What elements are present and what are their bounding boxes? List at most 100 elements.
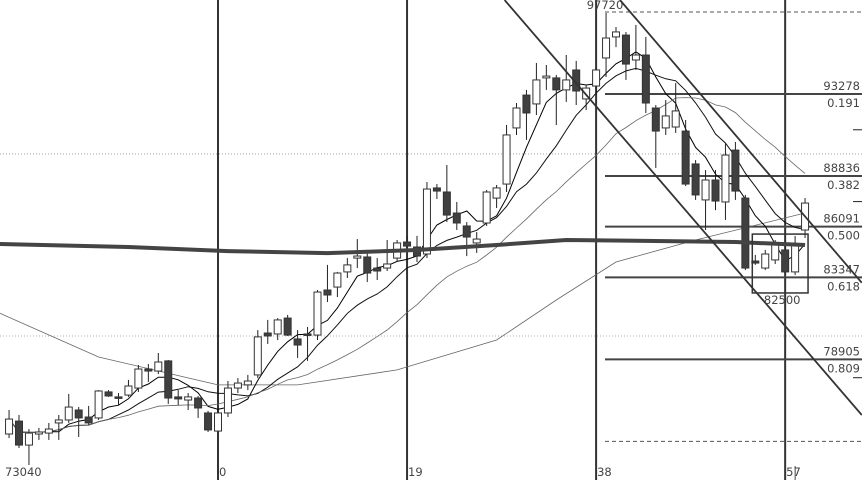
candle-body-up: [243, 380, 252, 386]
fib-ratio-label: 0.191: [827, 96, 860, 110]
candle-body-down: [15, 420, 23, 446]
candle: [184, 393, 193, 411]
candle-body-up: [34, 431, 43, 435]
candle-body-up: [353, 255, 362, 259]
candle-body-up: [602, 37, 611, 59]
candle: [721, 143, 730, 221]
candle: [363, 249, 372, 283]
candle-body-up: [422, 188, 431, 255]
candle-body-down: [691, 163, 700, 196]
candle-body-up: [383, 263, 392, 269]
candle-body-down: [303, 333, 312, 336]
candle: [74, 407, 83, 437]
x-axis-label: 73040: [5, 465, 42, 479]
candle: [681, 119, 690, 187]
candle: [502, 124, 511, 192]
candle: [472, 232, 481, 253]
candle-body-up: [154, 361, 163, 372]
candle: [661, 100, 670, 135]
candle-body-up: [5, 418, 14, 435]
candle-body-up: [313, 291, 322, 336]
candle: [383, 239, 392, 271]
candle: [263, 319, 272, 344]
fib-ratio-label: 0.382: [827, 178, 860, 192]
candle-body-down: [641, 54, 650, 104]
candle-body-up: [771, 244, 780, 261]
candle: [253, 330, 262, 379]
candle-body-up: [253, 336, 262, 376]
candle-body-down: [114, 396, 123, 399]
candle-body-up: [94, 390, 103, 419]
candle: [134, 364, 143, 392]
candle-body-up: [671, 110, 680, 128]
candle-body-up: [612, 31, 620, 38]
candle-body-up: [661, 115, 670, 129]
candle: [532, 62, 541, 116]
candle-body-up: [532, 79, 541, 105]
fib-price-label: 78905: [823, 344, 860, 358]
candle-body-down: [263, 332, 272, 337]
candle-body-down: [741, 197, 750, 269]
candle: [761, 249, 770, 271]
candle: [5, 410, 14, 439]
candle: [233, 378, 242, 394]
candle: [701, 170, 710, 231]
candle: [144, 364, 153, 382]
candle: [114, 393, 123, 406]
candle: [204, 410, 213, 432]
candle-body-up: [273, 319, 282, 335]
candle: [283, 314, 292, 336]
x-axis-label: 38: [597, 465, 612, 479]
candle-body-down: [432, 187, 441, 192]
candle: [462, 222, 471, 257]
candle: [94, 390, 103, 420]
candle-body-down: [621, 34, 630, 65]
candle-body-up: [562, 79, 571, 91]
candle-body-up: [512, 107, 521, 129]
candle: [482, 189, 491, 226]
candle: [512, 103, 521, 135]
candle: [313, 290, 322, 341]
candle: [303, 326, 312, 361]
trend-channel-line: [503, 0, 862, 416]
candle-body-up: [721, 154, 730, 203]
candle-body-down: [323, 289, 332, 296]
candle-body-down: [164, 360, 173, 399]
candle: [671, 83, 680, 133]
candle-body-up: [214, 412, 222, 432]
candle: [34, 427, 43, 440]
candle-body-down: [442, 191, 451, 216]
candle: [791, 235, 800, 276]
candle: [492, 184, 501, 209]
candle: [442, 165, 451, 223]
candle-body-up: [631, 54, 640, 61]
candle-body-up: [791, 244, 800, 273]
candle-body-down: [711, 179, 720, 202]
candle-body-up: [44, 428, 53, 434]
candle-body-down: [373, 267, 382, 272]
high-price-label: 97720: [587, 0, 624, 12]
candle: [154, 352, 163, 375]
candle: [243, 374, 252, 391]
range-box: [751, 233, 809, 294]
candle: [452, 201, 461, 231]
candle: [343, 258, 352, 279]
candle: [293, 330, 302, 358]
candle: [124, 379, 133, 397]
candle-body-up: [223, 387, 232, 414]
candle: [691, 160, 700, 200]
candle: [194, 395, 203, 418]
candle-body-up: [333, 272, 342, 288]
candle-body-up: [492, 187, 501, 199]
candle-body-up: [542, 75, 551, 79]
candle: [621, 31, 630, 80]
x-axis-label: 0: [219, 465, 226, 479]
x-axis-label: 19: [408, 465, 423, 479]
candle: [15, 414, 23, 449]
candle-body-down: [174, 396, 183, 400]
candle-body-up: [592, 69, 601, 87]
trend-channel-line: [619, 0, 862, 284]
candle: [422, 182, 431, 259]
